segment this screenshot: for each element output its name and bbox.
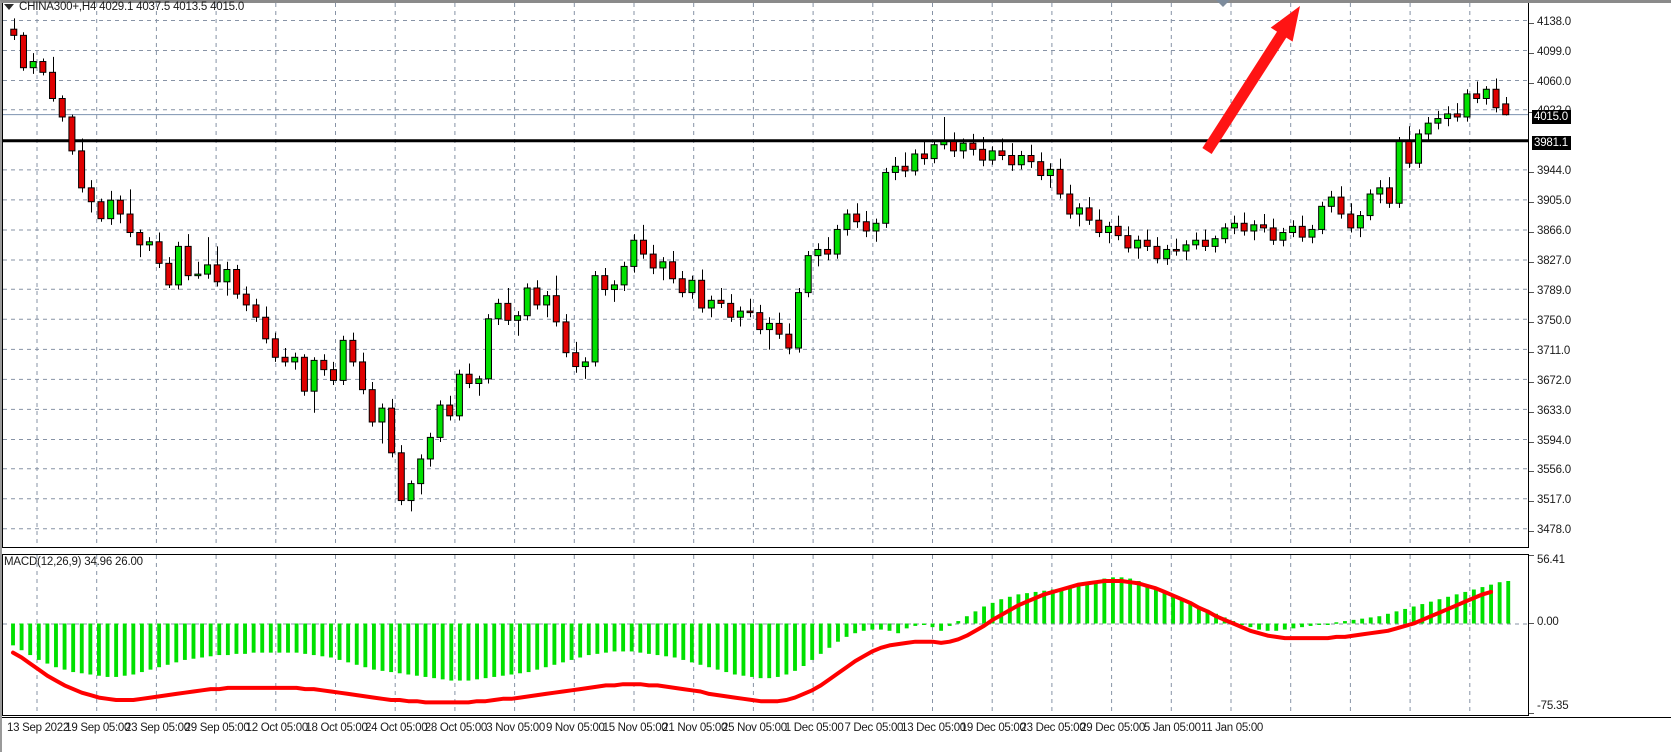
macd-header-label: MACD(12,26,9) 34.96 26.00 — [4, 556, 143, 568]
triangle-down-icon[interactable] — [4, 4, 14, 10]
time-axis-label: 13 Dec 05:00 — [901, 722, 966, 734]
time-axis-label: 7 Dec 05:00 — [844, 722, 904, 734]
macd-canvas — [3, 555, 1528, 715]
resistance-level-tag: 3981.1 — [1532, 135, 1571, 150]
symbol-header[interactable]: CHINA300+,H4 4029.1 4037.5 4013.5 4015.0 — [4, 1, 244, 13]
time-axis-label: 19 Sep 05:00 — [65, 722, 131, 734]
macd-indicator-pane[interactable] — [2, 554, 1529, 716]
price-axis-label: 3711.0 — [1537, 344, 1571, 357]
time-axis-label: 15 Nov 05:00 — [602, 722, 668, 734]
time-axis-label: 18 Oct 05:00 — [305, 722, 368, 734]
macd-axis-label: -75.35 — [1537, 700, 1569, 712]
price-axis-label: 3633.0 — [1537, 404, 1571, 417]
time-axis-label: 25 Nov 05:00 — [721, 722, 787, 734]
price-tick — [1529, 112, 1534, 114]
price-tick — [1529, 501, 1534, 503]
price-tick — [1529, 232, 1534, 234]
candles — [10, 18, 1510, 512]
time-axis-label: 9 Nov 05:00 — [545, 722, 605, 734]
pane-collapse-marker-icon[interactable] — [1216, 0, 1230, 7]
time-axis-label: 5 Jan 05:00 — [1143, 722, 1201, 734]
price-axis-label: 3944.0 — [1537, 165, 1571, 178]
price-tick — [1529, 381, 1534, 383]
price-axis-label: 4138.0 — [1537, 15, 1571, 28]
time-axis[interactable]: 13 Sep 2022 19 Sep 05:00 23 Sep 05:00 29 Se… — [2, 717, 1671, 753]
price-tick — [1529, 52, 1534, 54]
price-grid — [3, 3, 1528, 546]
time-axis-label: 29 Sep 05:00 — [184, 722, 250, 734]
price-tick — [1529, 441, 1534, 443]
price-axis-label: 3827.0 — [1537, 255, 1571, 268]
macd-tick — [1529, 622, 1534, 624]
time-axis-label: 12 Oct 05:00 — [245, 722, 309, 734]
macd-axis-label: 0.00 — [1537, 615, 1559, 628]
macd-axis-label: 56.41 — [1537, 554, 1565, 566]
price-axis-label: 3789.0 — [1537, 284, 1571, 297]
price-tick — [1529, 351, 1534, 353]
price-axis-label: 3478.0 — [1537, 524, 1571, 537]
price-tick — [1529, 321, 1534, 323]
price-axis-label: 3750.0 — [1537, 314, 1571, 327]
price-tick — [1529, 531, 1534, 533]
price-tick — [1529, 471, 1534, 473]
price-axis-label: 3672.0 — [1537, 374, 1571, 387]
time-axis-label: 19 Dec 05:00 — [960, 722, 1026, 734]
price-chart-pane[interactable] — [2, 3, 1529, 548]
price-axis-label: 4099.0 — [1537, 45, 1571, 58]
price-axis[interactable]: 4138.04099.04060.04022.03944.03905.03866… — [1529, 3, 1671, 548]
macd-axis[interactable]: 56.41 0.00 -75.35 — [1529, 554, 1671, 716]
price-axis-label: 3866.0 — [1537, 225, 1571, 238]
symbol-ohlc-label: CHINA300+,H4 4029.1 4037.5 4013.5 4015.0 — [19, 1, 245, 13]
price-axis-label: 3594.0 — [1537, 434, 1571, 447]
price-canvas — [3, 3, 1528, 546]
price-tick — [1529, 202, 1534, 204]
macd-histogram — [11, 577, 1511, 681]
price-tick — [1529, 262, 1534, 264]
time-axis-label: 23 Sep 05:00 — [124, 722, 190, 734]
time-axis-label: 24 Oct 05:00 — [365, 722, 428, 734]
time-axis-label: 21 Nov 05:00 — [662, 722, 728, 734]
price-axis-label: 3517.0 — [1537, 494, 1571, 507]
time-axis-label: 11 Jan 05:00 — [1200, 722, 1264, 734]
time-axis-label: 28 Oct 05:00 — [424, 722, 488, 734]
price-tick — [1529, 411, 1534, 413]
price-tick — [1529, 172, 1534, 174]
price-tick — [1529, 83, 1534, 85]
price-tick — [1529, 291, 1534, 293]
price-axis-label: 3556.0 — [1537, 464, 1571, 477]
price-tick — [1529, 22, 1534, 24]
time-axis-label: 3 Nov 05:00 — [486, 722, 545, 734]
macd-tick — [1529, 555, 1534, 556]
price-axis-label: 3905.0 — [1537, 195, 1571, 208]
time-axis-label: 13 Sep 2022 — [7, 722, 69, 734]
time-axis-label: 23 Dec 05:00 — [1020, 722, 1086, 734]
macd-grid — [3, 555, 1528, 715]
macd-signal-line — [11, 579, 1493, 705]
current-price-tag: 4015.0 — [1532, 109, 1571, 124]
price-axis-label: 4060.0 — [1537, 76, 1571, 89]
time-axis-label: 29 Dec 05:00 — [1080, 722, 1145, 734]
time-axis-label: 1 Dec 05:00 — [784, 722, 844, 734]
macd-tick — [1529, 713, 1534, 714]
